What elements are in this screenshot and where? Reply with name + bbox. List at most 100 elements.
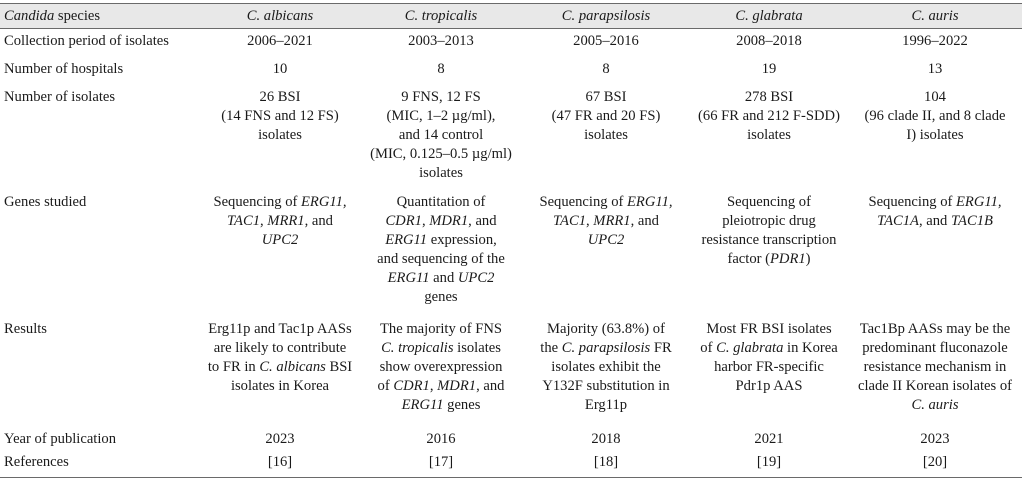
species-name: C. tropicalis <box>381 340 454 356</box>
cell-line: CDR1, MDR1, and <box>362 212 520 231</box>
cell: 2016 <box>426 431 456 447</box>
cell-line: show overexpression <box>379 359 503 375</box>
species-name: C. parapsilosis <box>561 340 651 356</box>
cell: 2021 <box>754 431 784 447</box>
text: to FR in <box>207 359 260 375</box>
row-label: Number of isolates <box>4 89 116 105</box>
cell: 8 <box>602 61 610 77</box>
cell-line: 67 BSI <box>585 89 627 105</box>
cell-line: 278 BSI <box>744 89 794 105</box>
header-row: Candida species C. albicans C. tropicali… <box>0 3 1022 29</box>
header-species-5: C. auris <box>911 8 959 24</box>
candida-comparison-table: Candida species C. albicans C. tropicali… <box>0 3 1022 478</box>
text: and <box>429 270 458 286</box>
gene: ERG11 <box>385 232 428 248</box>
cell: Sequencing of pleiotropic drug resistanc… <box>690 193 848 320</box>
text: BSI <box>325 359 353 375</box>
cell-line: Majority (63.8%) of <box>547 321 665 337</box>
text: isolates <box>453 340 501 356</box>
cell: 67 BSI (47 FR and 20 FS) isolates <box>522 85 690 193</box>
text: , and <box>476 378 505 394</box>
text: , <box>260 213 268 229</box>
reference-link[interactable]: [16] <box>267 454 293 470</box>
cell: 104 (96 clade II, and 8 clade I) isolate… <box>848 85 1022 193</box>
cell: 8 <box>437 61 445 77</box>
cell-line: Quantitation of <box>396 194 486 210</box>
cell-line: (MIC, 0.125–0.5 µg/ml) <box>370 146 512 162</box>
text: , <box>421 213 430 229</box>
cell-line: isolates <box>258 127 302 143</box>
cell-line: of CDR1, MDR1, and <box>362 377 520 396</box>
cell: 13 <box>927 61 943 77</box>
cell: Quantitation of CDR1, MDR1, and ERG11 ex… <box>360 193 522 320</box>
cell-line: Sequencing of ERG11, <box>524 193 688 212</box>
cell-line: 104 <box>924 89 946 105</box>
cell: 278 BSI (66 FR and 212 F-SDD) isolates <box>690 85 848 193</box>
text: , <box>429 378 438 394</box>
cell: Sequencing of ERG11, TAC1, MRR1, and UPC… <box>200 193 360 320</box>
cell: Sequencing of ERG11, TAC1A, and TAC1B <box>848 193 1022 320</box>
cell-line: C. tropicalis isolates <box>362 339 520 358</box>
gene: CDR1 <box>385 213 422 229</box>
cell: 9 FNS, 12 FS (MIC, 1–2 µg/ml), and 14 co… <box>360 85 522 193</box>
cell-line: pleiotropic drug <box>722 213 816 229</box>
cell: 1996–2022 <box>902 33 968 49</box>
row-references: References [16] [17] [18] [19] [20] <box>0 451 1022 478</box>
cell: 2023 <box>920 431 950 447</box>
cell: 2023 <box>265 431 295 447</box>
cell: 2005–2016 <box>573 33 639 49</box>
cell-line: isolates <box>419 165 463 181</box>
cell-line: 9 FNS, 12 FS <box>401 89 481 105</box>
row-genes-studied: Genes studied Sequencing of ERG11, TAC1,… <box>0 193 1022 320</box>
text: of <box>700 340 717 356</box>
reference-link[interactable]: [20] <box>922 454 948 470</box>
gene: TAC1 <box>227 213 260 229</box>
cell-line: ERG11 genes <box>362 396 520 415</box>
reference-link[interactable]: [18] <box>593 454 619 470</box>
cell-line: Y132F substitution in <box>542 378 670 394</box>
cell: 26 BSI (14 FNS and 12 FS) isolates <box>200 85 360 193</box>
gene: UPC2 <box>587 232 625 248</box>
species-name: C. glabrata <box>716 340 784 356</box>
cell: Most FR BSI isolates of C. glabrata in K… <box>690 320 848 428</box>
species-name: C. albicans <box>259 359 326 375</box>
row-label: Year of publication <box>4 431 117 447</box>
cell-line: TAC1, MRR1, and <box>524 212 688 231</box>
cell-line: (66 FR and 212 F-SDD) <box>698 108 840 124</box>
cell-line: Sequencing of ERG11, <box>202 193 358 212</box>
text: expression, <box>427 232 497 248</box>
cell: 2018 <box>591 431 621 447</box>
cell: 2003–2013 <box>408 33 474 49</box>
cell-line: Most FR BSI isolates <box>706 321 832 337</box>
gene: ERG11, <box>627 194 673 210</box>
cell-line: to FR in C. albicans BSI <box>202 358 358 377</box>
cell-line: of C. glabrata in Korea <box>692 339 846 358</box>
cell-line: ERG11 expression, <box>362 231 520 250</box>
text: in Korea <box>783 340 838 356</box>
reference-link[interactable]: [17] <box>428 454 454 470</box>
text: factor ( <box>727 251 770 267</box>
cell-line: isolates <box>584 127 628 143</box>
text: Sequencing of <box>213 194 301 210</box>
cell-line: (47 FR and 20 FS) <box>551 108 661 124</box>
gene: UPC2 <box>261 232 299 248</box>
row-label: References <box>4 454 69 470</box>
cell-line: harbor FR-specific <box>714 359 824 375</box>
text: Sequencing of <box>539 194 627 210</box>
reference-link[interactable]: [19] <box>756 454 782 470</box>
header-label-genus: Candida <box>4 8 55 24</box>
cell-line: Erg11p and Tac1p AASs <box>208 321 352 337</box>
gene: PDR1 <box>770 251 806 267</box>
cell-line: C. auris <box>911 397 959 413</box>
cell: 10 <box>272 61 288 77</box>
cell-line: isolates <box>747 127 791 143</box>
cell: 2006–2021 <box>247 33 313 49</box>
cell: Tac1Bp AASs may be the predominant fluco… <box>848 320 1022 428</box>
row-label: Genes studied <box>4 194 87 210</box>
cell-line: Sequencing of ERG11, <box>850 193 1020 212</box>
cell-line: Sequencing of <box>727 194 811 210</box>
cell-line: (MIC, 1–2 µg/ml), <box>386 108 496 124</box>
cell-line: The majority of FNS <box>379 321 502 337</box>
header-species-3: C. parapsilosis <box>561 8 651 24</box>
